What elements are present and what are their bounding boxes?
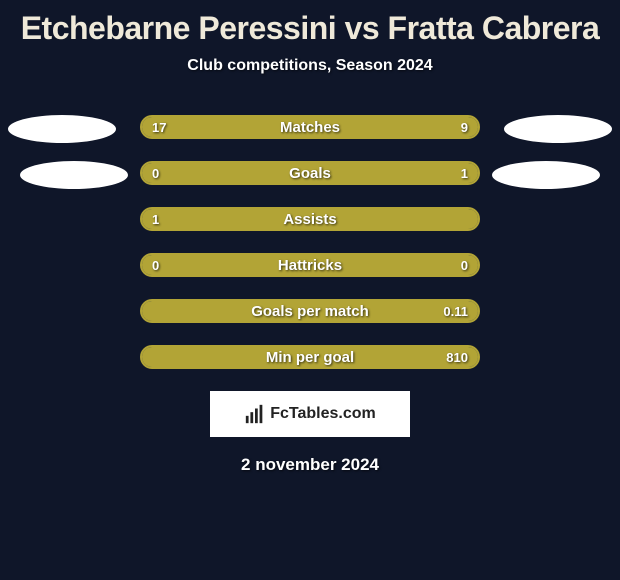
stat-value-right: 0.11 bbox=[443, 301, 468, 321]
stat-row: Matches17 9 bbox=[140, 115, 480, 139]
stat-bars: Matches179Goals01Assists1Hattricks00Goal… bbox=[140, 115, 480, 369]
stat-label: Goals per match bbox=[142, 301, 478, 321]
stat-label: Hattricks bbox=[142, 255, 478, 275]
stat-label: Goals bbox=[142, 163, 478, 183]
stat-value-right: 0 bbox=[461, 255, 468, 275]
stat-value-left: 17 bbox=[152, 117, 166, 137]
stat-label: Min per goal bbox=[142, 347, 478, 367]
stat-value-right: 1 bbox=[461, 163, 468, 183]
stat-value-left: 0 bbox=[152, 163, 159, 183]
stat-value-right: 810 bbox=[446, 347, 468, 367]
stat-value-left: 1 bbox=[152, 209, 159, 229]
brand-logo: FcTables.com bbox=[210, 391, 410, 437]
stat-row: Goals per match0.11 bbox=[140, 299, 480, 323]
brand-text: FcTables.com bbox=[270, 405, 376, 423]
stat-row: Goals0 1 bbox=[140, 161, 480, 185]
stat-label: Matches bbox=[142, 117, 478, 137]
stat-row: Hattricks0 0 bbox=[140, 253, 480, 277]
player-left-avatar-2 bbox=[20, 161, 128, 189]
page-title: Etchebarne Peressini vs Fratta Cabrera bbox=[0, 0, 620, 47]
stat-row: Assists1 bbox=[140, 207, 480, 231]
footer-date: 2 november 2024 bbox=[0, 455, 620, 475]
stat-row: Min per goal810 bbox=[140, 345, 480, 369]
stat-value-left: 0 bbox=[152, 255, 159, 275]
subtitle: Club competitions, Season 2024 bbox=[0, 57, 620, 75]
player-left-avatar bbox=[8, 115, 116, 143]
comparison-chart: Matches179Goals01Assists1Hattricks00Goal… bbox=[0, 115, 620, 475]
player-right-avatar-2 bbox=[492, 161, 600, 189]
stat-value-right: 9 bbox=[461, 117, 468, 137]
stat-label: Assists bbox=[142, 209, 478, 229]
chart-bars-icon bbox=[244, 403, 266, 425]
player-right-avatar bbox=[504, 115, 612, 143]
